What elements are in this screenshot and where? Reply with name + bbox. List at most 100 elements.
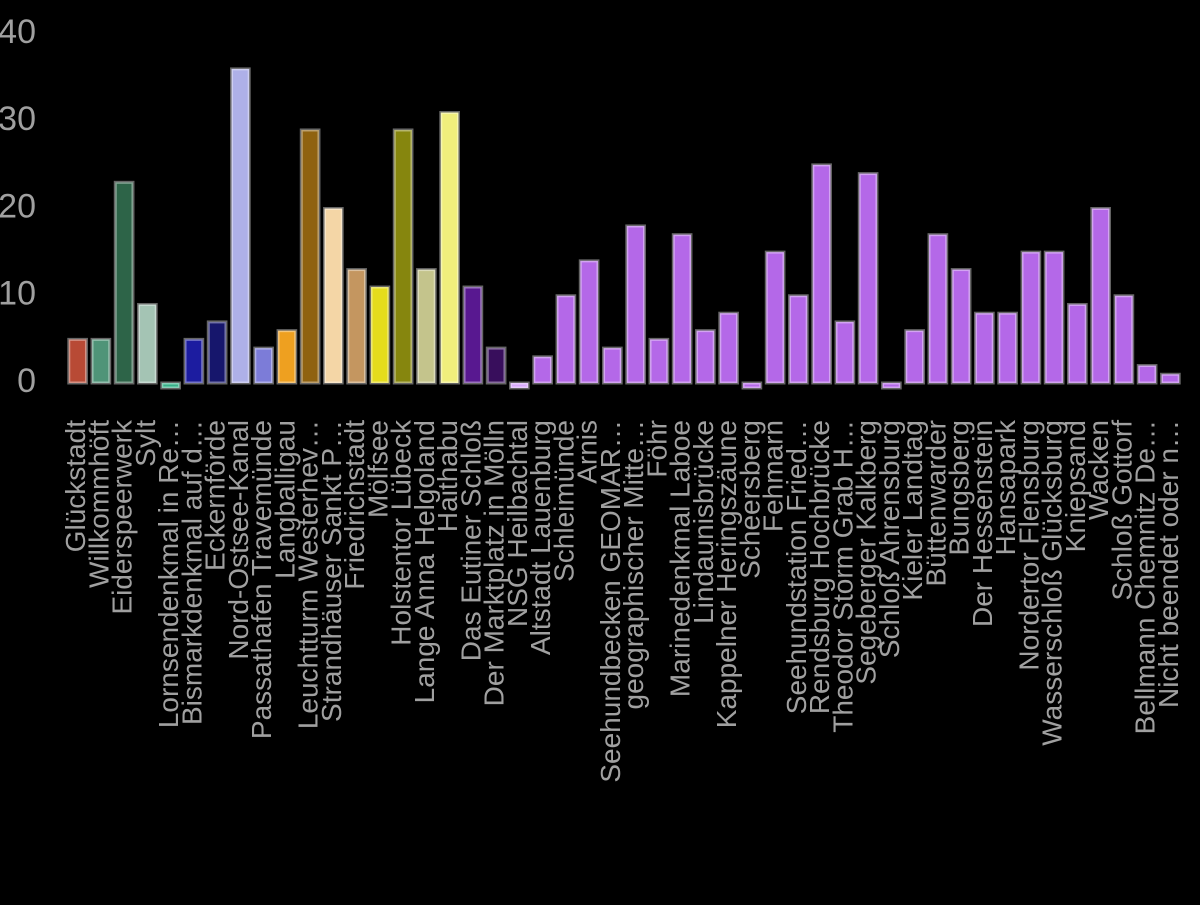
x-tick-label: Bellmann Chemnitz De…	[1130, 420, 1161, 734]
bar	[997, 311, 1018, 385]
bar	[764, 250, 786, 385]
x-tick-label: Nord-Ostsee-Kanal	[223, 420, 254, 660]
bar	[392, 128, 414, 385]
x-tick-label: Bismarkdenkmal auf d…	[176, 420, 207, 725]
x-tick-label: Mölfsee	[362, 420, 393, 518]
bar	[160, 381, 181, 390]
bar	[509, 381, 530, 390]
bar	[532, 355, 553, 385]
x-tick-label: Nicht beendet oder n…	[1153, 420, 1184, 708]
x-tick-label: Schloß Ahrensburg	[874, 420, 905, 658]
x-tick-label: Fehmarn	[758, 420, 789, 532]
bar	[881, 381, 902, 390]
bar	[1090, 207, 1111, 385]
x-tick-label: Langballigau	[269, 420, 300, 579]
bar	[67, 337, 88, 385]
x-tick-label: Rendsburg Hochbrücke	[804, 420, 835, 714]
x-tick-label: Der Marktplatz in Mölln	[479, 420, 510, 706]
x-tick-label: Nordertor Flensburg	[1013, 420, 1044, 671]
x-tick-label: Scheersberg	[734, 420, 765, 579]
bar	[346, 268, 367, 385]
x-tick-label: Leuchtturm Westerhev…	[293, 420, 324, 729]
x-tick-label: Eiderspeerwerk	[107, 419, 138, 615]
x-tick-label: Lornsendenkmal in Re…	[153, 420, 184, 728]
bar	[183, 337, 205, 385]
x-tick-label: Kniepsand	[1060, 420, 1091, 552]
x-tick-label: Passathafen Travemünde	[246, 420, 277, 739]
x-tick-label: Friedrichstadt	[339, 420, 370, 590]
bar	[113, 180, 135, 385]
x-tick-label: Marinedenkmal Laboe	[665, 420, 696, 697]
x-tick-label: Schloß Gottorf	[1106, 420, 1137, 601]
y-tick-label: 30	[0, 100, 36, 138]
bar	[485, 346, 507, 385]
bar	[950, 268, 972, 385]
bar	[857, 172, 879, 385]
bar	[137, 302, 158, 385]
bar	[834, 320, 856, 385]
bar	[927, 233, 949, 385]
bar	[1020, 250, 1042, 385]
bar	[648, 337, 670, 385]
bar	[369, 285, 391, 385]
bar	[1113, 294, 1135, 385]
bar	[253, 346, 274, 385]
bar	[555, 294, 577, 385]
x-tick-label: Sylt	[130, 420, 161, 467]
bar	[1043, 250, 1065, 385]
bar	[671, 233, 693, 385]
x-tick-label: Seehundbecken GEOMAR…	[595, 420, 626, 783]
x-tick-label: Büttenwarder	[920, 420, 951, 587]
bar	[276, 329, 298, 385]
x-tick-label: Das Eutiner Schloß	[455, 420, 486, 661]
x-tick-label: Segeberger Kalkberg	[851, 420, 882, 685]
x-tick-label: Eckernförde	[200, 420, 231, 571]
x-tick-label: Lange Anna Helgoland	[409, 420, 440, 703]
bar	[90, 337, 112, 385]
x-tick-label: Haithabu	[432, 420, 463, 532]
x-tick-label: Strandhäuser Sankt P…	[316, 420, 347, 722]
x-tick-label: Theodor Storm Grab H…	[827, 420, 858, 733]
bar	[695, 329, 716, 385]
bar	[718, 311, 739, 385]
bar	[439, 111, 460, 385]
x-tick-label: Schleimünde	[548, 420, 579, 582]
x-tick-label: NSG Heilbachtal	[502, 420, 533, 627]
bar	[230, 67, 251, 385]
x-tick-label: Der Hessenstein	[967, 420, 998, 627]
y-tick-label: 10	[0, 275, 36, 313]
bar	[299, 128, 321, 385]
bar	[1136, 364, 1158, 385]
x-tick-label: Altstadt Lauenburg	[525, 420, 556, 655]
x-tick-label: Arnis	[572, 420, 603, 484]
y-tick-label: 20	[0, 187, 36, 225]
bar	[811, 163, 832, 385]
x-tick-label: Glückstadt	[60, 420, 91, 552]
x-tick-label: Föhr	[641, 420, 672, 478]
x-tick-label: Kappelner Heringszäune	[711, 420, 742, 728]
bar	[462, 285, 484, 385]
bar	[1160, 372, 1181, 385]
x-tick-label: Bungsberg	[944, 420, 975, 555]
bar	[602, 346, 623, 385]
x-tick-label: Hansapark	[990, 419, 1021, 555]
bar	[323, 207, 344, 385]
bar	[788, 294, 809, 385]
bar	[206, 320, 228, 385]
x-tick-label: Wasserschloß Glücksburg	[1037, 420, 1068, 746]
x-tick-label: Wacken	[1083, 420, 1114, 520]
bar	[625, 224, 646, 385]
x-tick-label: Holstentor Lübeck	[386, 419, 417, 646]
x-tick-label: Lindaunisbrücke	[688, 420, 719, 624]
bar	[904, 329, 925, 385]
y-tick-label: 0	[17, 362, 36, 400]
x-tick-label: Kieler Landtag	[897, 420, 928, 601]
x-tick-label: geographischer Mitte…	[618, 420, 649, 709]
x-tick-label: Willkommhöft	[83, 420, 114, 588]
y-tick-label: 40	[0, 13, 36, 51]
bar	[578, 259, 600, 385]
bar	[974, 311, 995, 385]
x-tick-label: Seehundstation Fried…	[781, 420, 812, 714]
bar	[741, 381, 763, 390]
